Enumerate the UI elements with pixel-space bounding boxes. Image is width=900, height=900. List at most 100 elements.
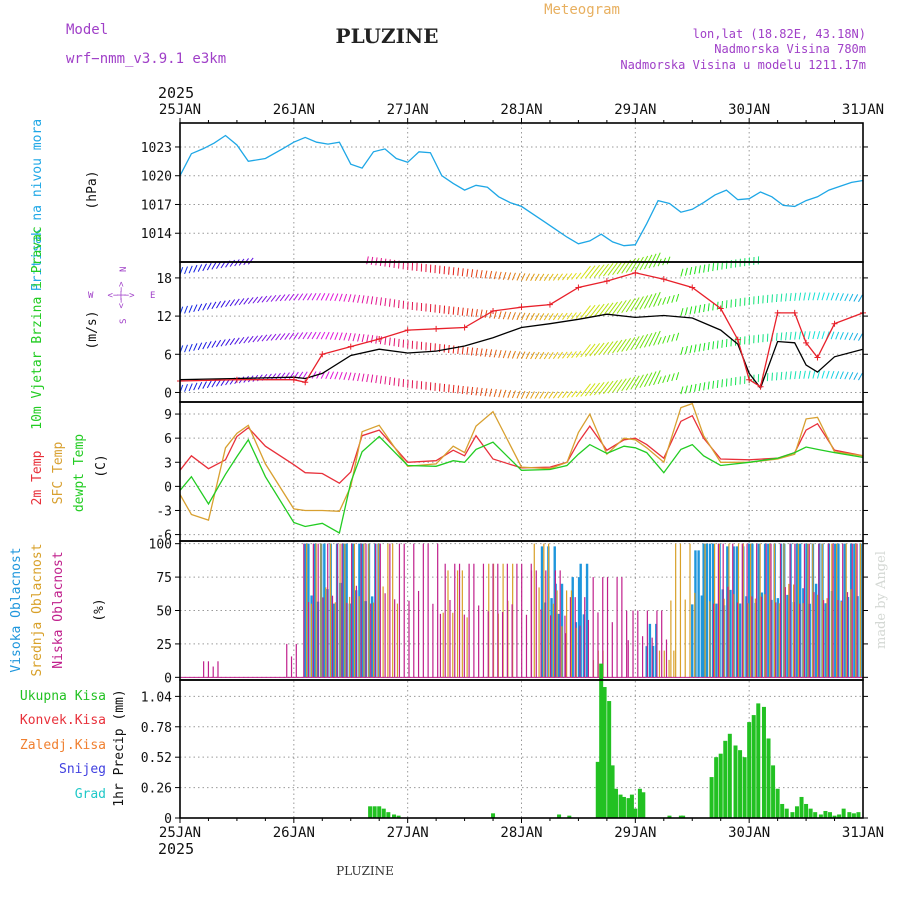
wind-barb bbox=[507, 311, 512, 320]
wind-barb bbox=[785, 371, 787, 380]
wind-barb bbox=[197, 342, 203, 351]
wind-barb bbox=[666, 256, 671, 265]
wind-barb bbox=[721, 261, 723, 270]
wind-barb bbox=[347, 372, 352, 381]
wind-barb bbox=[848, 372, 854, 380]
wind-barb bbox=[835, 371, 840, 379]
wind-gust-marker bbox=[347, 343, 354, 350]
wind-barb bbox=[211, 262, 217, 270]
wind-barb bbox=[188, 343, 193, 352]
wind-barb bbox=[616, 338, 627, 353]
wind-barb bbox=[493, 389, 497, 398]
wind-barb bbox=[216, 339, 222, 348]
wind-barb bbox=[589, 343, 601, 357]
wind-barb bbox=[584, 304, 596, 319]
precip-bar bbox=[780, 803, 785, 818]
precip-bar bbox=[856, 812, 861, 818]
wind-barb bbox=[612, 261, 623, 276]
wind-barb bbox=[703, 264, 706, 273]
wind-barb bbox=[580, 305, 591, 319]
wind-barb bbox=[666, 334, 671, 343]
wind-barb bbox=[329, 371, 334, 380]
wind-barb bbox=[316, 293, 321, 301]
wind-barb bbox=[794, 331, 797, 340]
wind-barb bbox=[707, 263, 710, 272]
wind-barb bbox=[603, 341, 614, 355]
wind-barb bbox=[338, 371, 343, 380]
wind-barb bbox=[694, 344, 697, 353]
wind-barb bbox=[475, 387, 478, 396]
wind-barb bbox=[835, 292, 840, 301]
wind-barb bbox=[457, 267, 460, 276]
wind-barb bbox=[675, 293, 680, 302]
wind-barb bbox=[320, 331, 326, 340]
wind-barb bbox=[193, 264, 198, 273]
wind-barb bbox=[220, 339, 226, 347]
wind-barb bbox=[297, 332, 304, 340]
wind-barb bbox=[257, 296, 263, 304]
wind-barb bbox=[634, 374, 644, 389]
compass-arrows: <−|−> bbox=[117, 281, 127, 309]
wind-barb bbox=[575, 350, 582, 358]
wind-barb bbox=[484, 309, 488, 318]
compass-arrows-h: <−|−> bbox=[107, 291, 135, 301]
compass-west: W bbox=[88, 291, 94, 301]
wind-barb bbox=[775, 332, 778, 341]
wind-gust-marker bbox=[803, 339, 810, 346]
year-label-top: 2025 bbox=[158, 84, 194, 102]
wind-gust-marker bbox=[302, 379, 309, 386]
wind-gust-marker bbox=[575, 284, 582, 291]
wind-barb bbox=[835, 331, 840, 340]
wind-barb bbox=[630, 257, 640, 272]
wind-barb bbox=[379, 336, 382, 345]
wind-barb bbox=[361, 334, 365, 343]
wind-gust-marker bbox=[757, 383, 764, 390]
precip-legend-snow: Snijeg bbox=[59, 762, 106, 777]
wind-barb bbox=[393, 299, 396, 308]
wind-barb bbox=[703, 342, 706, 351]
wind-barb bbox=[548, 351, 554, 360]
wind-barb bbox=[338, 293, 343, 302]
wind-barb bbox=[475, 347, 478, 356]
model-name: wrf−nmm_v3.9.1 e3km bbox=[66, 51, 226, 67]
wind-barb bbox=[329, 332, 334, 340]
precip-bar bbox=[681, 815, 686, 818]
wind-barb bbox=[643, 294, 653, 309]
wind-barb bbox=[279, 372, 286, 380]
wind-barb bbox=[316, 331, 321, 340]
wind-barb bbox=[616, 260, 627, 275]
wind-barb bbox=[284, 293, 290, 302]
wind-barb bbox=[347, 332, 352, 341]
precip-bar bbox=[761, 706, 766, 818]
precip-bar bbox=[733, 745, 738, 818]
wind-barb bbox=[562, 273, 568, 281]
y-tick-label: 100 bbox=[149, 538, 172, 553]
wind-barb bbox=[211, 301, 217, 310]
wind-barb bbox=[534, 313, 540, 321]
y-tick-label: 50 bbox=[156, 605, 172, 620]
wind-barb bbox=[384, 376, 387, 385]
wind-barb bbox=[325, 371, 330, 380]
wind-gust-marker bbox=[746, 376, 753, 383]
wind-barb bbox=[489, 349, 493, 358]
wind-barb bbox=[630, 375, 640, 390]
temp-2m-line bbox=[179, 414, 864, 485]
wind-gust-marker bbox=[791, 309, 798, 316]
wind-barb bbox=[480, 270, 483, 279]
wind-barb bbox=[507, 390, 512, 398]
precip-bar bbox=[727, 733, 732, 818]
precip-legend-frz: Zaledj.Kisa bbox=[20, 738, 106, 753]
wind-barb bbox=[457, 307, 460, 316]
wind-barb bbox=[507, 272, 512, 281]
wind-barb bbox=[202, 381, 207, 389]
wind-barb bbox=[343, 372, 348, 380]
wind-barb bbox=[184, 344, 188, 353]
precip-bar bbox=[837, 814, 842, 818]
wind-barb bbox=[489, 388, 493, 397]
wind-barb bbox=[448, 266, 450, 275]
wind-barb bbox=[279, 333, 286, 341]
wind-barb bbox=[789, 371, 792, 380]
y-tick-label: 25 bbox=[156, 638, 172, 653]
wind-barb bbox=[234, 337, 240, 345]
wind-gust-marker bbox=[233, 376, 240, 383]
